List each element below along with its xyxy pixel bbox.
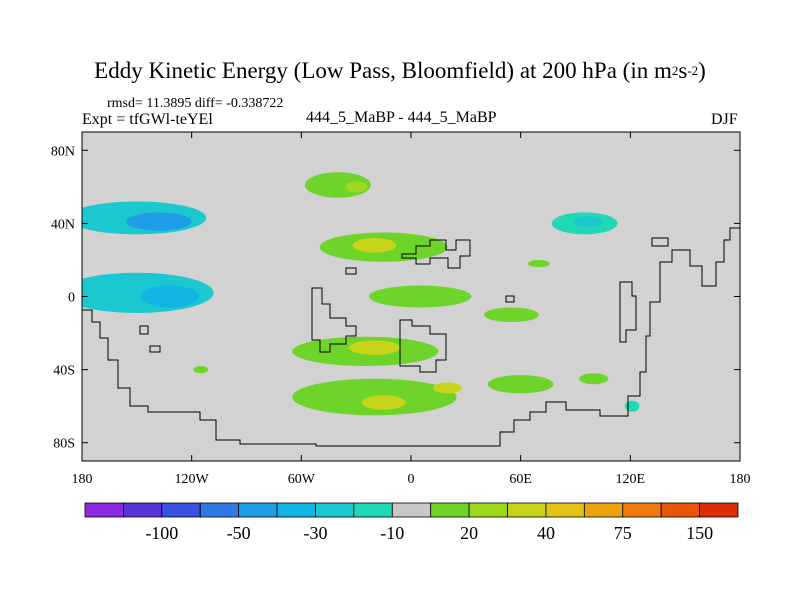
x-tick-label-5: 120E: [616, 472, 646, 487]
colorbar-swatch-9: [430, 502, 470, 518]
anomaly-region-nh-europe-neg-core: [573, 216, 603, 228]
anomaly-region-trop-atlantic-pos: [368, 285, 472, 308]
anomaly-region-sh-atlantic-pos-core: [348, 340, 401, 355]
colorbar-swatch-7: [353, 502, 393, 518]
colorbar-label-1: -50: [227, 523, 251, 543]
coastline-small-isle-4: [345, 267, 357, 275]
x-tick-label-3: 0: [408, 472, 415, 487]
y-tick-label-1: 40N: [51, 217, 75, 232]
coastline-small-isle-5: [149, 345, 161, 353]
expt-label: Expt = tfGWl-teYEl: [82, 111, 213, 128]
chart-title: Eddy Kinetic Energy (Low Pass, Bloomfiel…: [0, 58, 800, 84]
colorbar-swatch-5: [276, 502, 316, 518]
colorbar-label-0: -100: [145, 523, 178, 543]
colorbar-label-4: 20: [460, 523, 478, 543]
anomaly-region-sh-southern-pos-core2: [432, 382, 463, 394]
axis-ticks: 180 120W 60W 0 60E 120E 180 80N 40N 0 40S 80S: [51, 132, 751, 487]
title-unit-sup1: 2: [671, 63, 679, 78]
anomaly-region-sh-east-pos: [487, 375, 554, 394]
coastline-central: [311, 287, 357, 353]
season-label: DJF: [711, 111, 738, 128]
y-tick-label-0: 80N: [51, 144, 75, 159]
colorbar-swatch-3: [199, 502, 240, 518]
title-text: Eddy Kinetic Energy (Low Pass, Bloomfiel…: [94, 58, 672, 83]
experiment-pair-label: 444_5_MaBP - 444_5_MaBP: [306, 109, 497, 126]
colorbar-swatch-6: [315, 502, 355, 518]
stats-label: rmsd= 11.3895 diff= -0.338722: [107, 96, 284, 111]
colorbar-label-3: -10: [380, 523, 404, 543]
colorbar-swatch-15: [660, 502, 700, 518]
colorbar-swatch-8: [391, 502, 432, 518]
anomaly-region-nh-pacific-neg-core: [125, 212, 192, 231]
colorbar-swatch-1: [123, 502, 163, 518]
y-tick-label-2: 0: [68, 291, 75, 306]
colorbar-label-2: -30: [303, 523, 327, 543]
x-tick-label-2: 60W: [288, 472, 316, 487]
colorbar-swatch-2: [161, 502, 201, 518]
colorbar-swatch-4: [238, 502, 278, 518]
colorbar-label-5: 40: [537, 523, 555, 543]
title-unit-mid: s: [678, 58, 688, 83]
colorbar-swatch-16: [699, 502, 739, 518]
coastline-small-isle-1: [505, 295, 515, 303]
colorbar-label-6: 75: [614, 523, 632, 543]
title-close: ): [698, 58, 706, 83]
x-tick-label-6: 180: [730, 472, 751, 487]
anomaly-region-trop-indian-pos: [484, 307, 539, 323]
anomaly-region-sh-southern-pos-core: [361, 395, 406, 410]
x-tick-label-1: 120W: [175, 472, 210, 487]
colorbar-swatch-11: [507, 502, 547, 518]
x-tick-label-0: 180: [72, 472, 93, 487]
coastline-indian-block: [399, 319, 447, 373]
anomaly-region-nh-atlantic-pos-north-core: [345, 181, 368, 193]
colorbar: -100 -50 -30 -10 20 40 75 150: [84, 502, 739, 543]
colorbar-swatch-14: [622, 502, 662, 518]
coastline-small-isle-3: [651, 237, 669, 247]
colorbar-swatch-13: [583, 502, 624, 518]
colorbar-swatch-0: [84, 502, 124, 518]
coastline-contours: [82, 227, 740, 447]
anomaly-region-sh-indian-pos: [579, 373, 609, 385]
coastline-east-asia: [619, 281, 637, 343]
coastline-small-isle-2: [139, 325, 149, 335]
coastline-arabia: [401, 239, 471, 269]
anomaly-region-trop-pacific-neg-core: [140, 285, 199, 308]
x-tick-label-4: 60E: [509, 472, 532, 487]
anomaly-region-nh-pacific-east-pos: [527, 259, 550, 268]
title-unit-sup2: -2: [687, 63, 699, 78]
y-tick-label-4: 80S: [53, 437, 75, 452]
anomaly-region-nh-atlantic-pos-core: [352, 238, 397, 253]
coastline-africa-south: [82, 227, 740, 447]
colorbar-label-7: 150: [686, 523, 713, 543]
colorbar-swatch-10: [468, 502, 508, 518]
anomaly-region-sh-indian-neg: [624, 400, 640, 412]
y-tick-label-3: 40S: [53, 364, 75, 379]
colorbar-swatch-12: [545, 502, 585, 518]
anomaly-region-nh-pacific-small-pos: [193, 365, 209, 374]
